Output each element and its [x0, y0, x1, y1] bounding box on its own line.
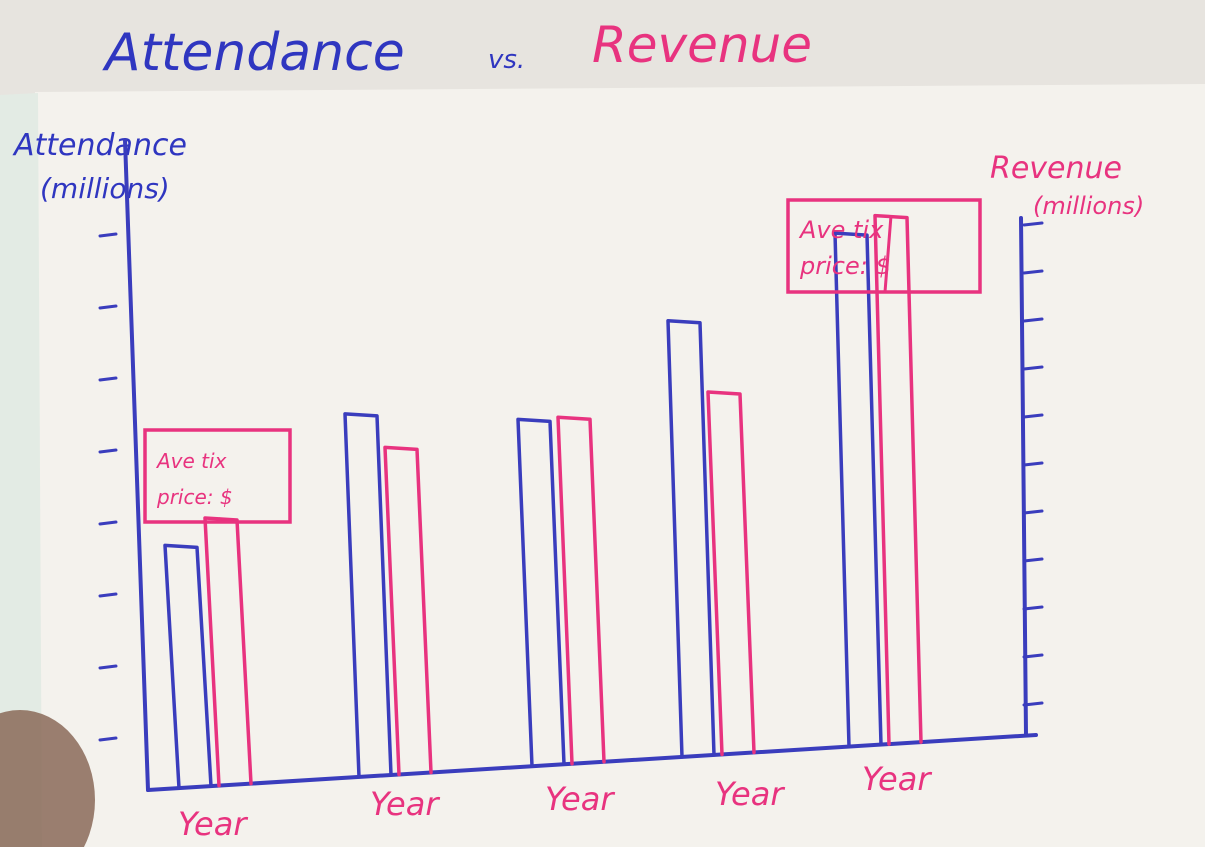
callout-line1: Ave tix: [798, 216, 884, 244]
right-axis-tick: [1022, 317, 1044, 323]
callout-line1: Ave tix: [155, 449, 227, 473]
main-paper-sheet: [35, 84, 1205, 847]
callout-box: [786, 198, 982, 294]
left-axis-label-line1: Attendance: [12, 128, 187, 163]
right-axis-tick: [1022, 653, 1044, 659]
right-axis-tick: [1022, 413, 1044, 419]
x-tick-labels: Year Year Year Year Year: [178, 760, 932, 843]
left-axis-tick: [98, 448, 118, 454]
right-y-axis: [1019, 216, 1028, 737]
attendance-bar: [343, 412, 393, 779]
revenue-bar: [706, 390, 756, 757]
right-axis-tick: [1022, 461, 1044, 467]
right-axis-ticks: [1022, 221, 1044, 707]
left-y-axis: [123, 138, 150, 792]
grid-paper-edge: [0, 93, 42, 847]
left-axis-tick: [98, 664, 118, 670]
upper-paper-sheet: [0, 0, 1205, 100]
callout-box: [143, 428, 292, 524]
thumb-in-corner: [0, 710, 95, 847]
attendance-bar: [163, 543, 213, 790]
left-axis-tick: [98, 232, 118, 238]
right-axis-tick: [1022, 605, 1044, 611]
callout-stem: [216, 517, 223, 523]
bars-group: [163, 213, 923, 790]
x-tick-label: Year: [715, 775, 785, 813]
callout-line2: price: $: [799, 252, 891, 280]
revenue-bar: [383, 445, 433, 777]
right-axis-tick: [1022, 221, 1044, 227]
title-left: Attendance: [102, 23, 405, 83]
right-axis-label-line1: Revenue: [990, 151, 1122, 186]
left-axis-ticks: [98, 232, 118, 742]
left-axis-tick: [98, 304, 118, 310]
right-axis-tick: [1022, 701, 1044, 707]
x-tick-label: Year: [545, 780, 615, 818]
right-axis-tick: [1022, 365, 1044, 371]
right-axis-tick: [1022, 557, 1044, 563]
attendance-bar: [516, 417, 566, 768]
x-tick-label: Year: [178, 805, 248, 843]
right-axis-tick: [1022, 509, 1044, 515]
title-middle: vs.: [488, 45, 525, 75]
left-axis-tick: [98, 736, 118, 742]
left-axis-tick: [98, 376, 118, 382]
revenue-bar: [556, 415, 606, 766]
title-right: Revenue: [592, 16, 812, 74]
x-tick-label: Year: [370, 785, 440, 823]
left-axis-label-line2: (millions): [40, 172, 170, 205]
attendance-bar: [833, 231, 883, 749]
callouts-group: Ave tix price: $ Ave tix price: $: [143, 198, 982, 524]
right-axis-label-line2: (millions): [1033, 192, 1144, 220]
left-axis-tick: [98, 520, 118, 526]
right-axis-tick: [1022, 269, 1044, 275]
callout-stem: [883, 215, 893, 293]
x-tick-label: Year: [862, 760, 932, 798]
left-axis-tick: [98, 592, 118, 598]
attendance-bar: [666, 319, 716, 759]
callout-line2: price: $: [156, 485, 233, 509]
